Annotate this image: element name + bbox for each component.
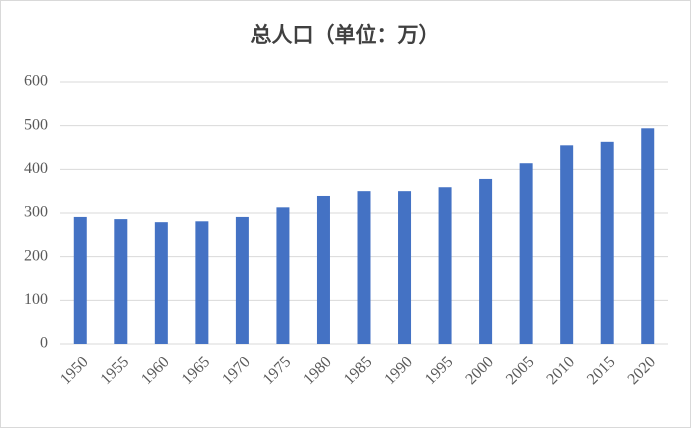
bar <box>479 178 493 344</box>
y-tick-label: 0 <box>40 335 48 352</box>
bar <box>316 195 330 344</box>
bar <box>114 219 128 344</box>
bar <box>195 221 209 344</box>
y-tick-label: 100 <box>24 291 48 308</box>
bar <box>357 191 371 344</box>
bar <box>276 207 290 344</box>
bar <box>154 222 168 344</box>
bar <box>73 216 87 344</box>
y-tick-label: 600 <box>24 73 48 90</box>
y-tick-label: 200 <box>24 247 48 264</box>
chart-title: 总人口（单位：万） <box>251 23 440 47</box>
bar <box>438 187 452 344</box>
y-tick-label: 400 <box>24 160 48 177</box>
bar <box>641 128 655 344</box>
y-tick-label: 300 <box>24 204 48 221</box>
bar <box>560 145 574 344</box>
y-tick-label: 500 <box>24 116 48 133</box>
bar <box>235 216 249 344</box>
bar <box>519 163 533 344</box>
bar <box>600 141 614 344</box>
bar <box>398 191 412 344</box>
